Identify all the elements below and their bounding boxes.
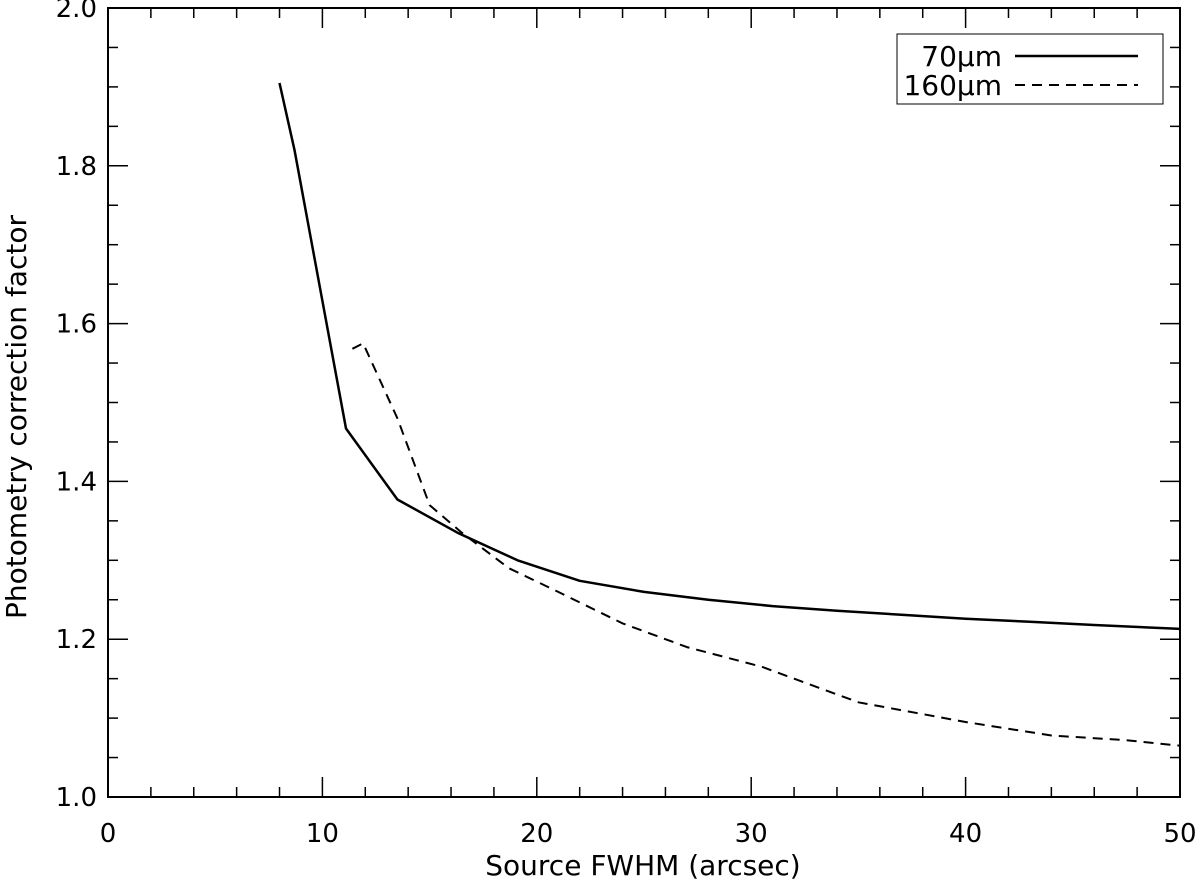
legend-label-70um: 70µm	[921, 40, 1002, 73]
series-line-70um	[278, 82, 1181, 631]
legend-label-160um: 160µm	[903, 69, 1002, 102]
y-tick-label: 1.4	[56, 467, 97, 497]
x-axis-label: Source FWHM (arcsec)	[485, 849, 800, 882]
x-tick-label: 30	[735, 819, 768, 849]
legend-box	[896, 33, 1164, 105]
x-tick-label: 10	[306, 819, 339, 849]
y-tick-label: 2.0	[56, 0, 97, 24]
x-tick-label: 50	[1163, 819, 1196, 849]
y-tick-labels: 1.0 1.2 1.4 1.6 1.8 2.0	[56, 0, 97, 813]
series-layer	[278, 82, 1181, 747]
x-tick-label: 40	[949, 819, 982, 849]
x-tick-labels: 0 10 20 30 40 50	[100, 819, 1197, 849]
y-tick-label: 1.0	[56, 783, 97, 813]
y-tick-label: 1.6	[56, 310, 97, 340]
series-line-160um	[351, 342, 1181, 747]
y-axis-label: Photometry correction factor	[0, 215, 33, 619]
y-tick-label: 1.8	[56, 152, 97, 182]
ticks-layer	[107, 7, 1181, 798]
x-tick-label: 0	[100, 819, 117, 849]
y-tick-label: 1.2	[56, 625, 97, 655]
x-tick-label: 20	[520, 819, 553, 849]
legend: 70µm 160µm	[896, 33, 1164, 105]
